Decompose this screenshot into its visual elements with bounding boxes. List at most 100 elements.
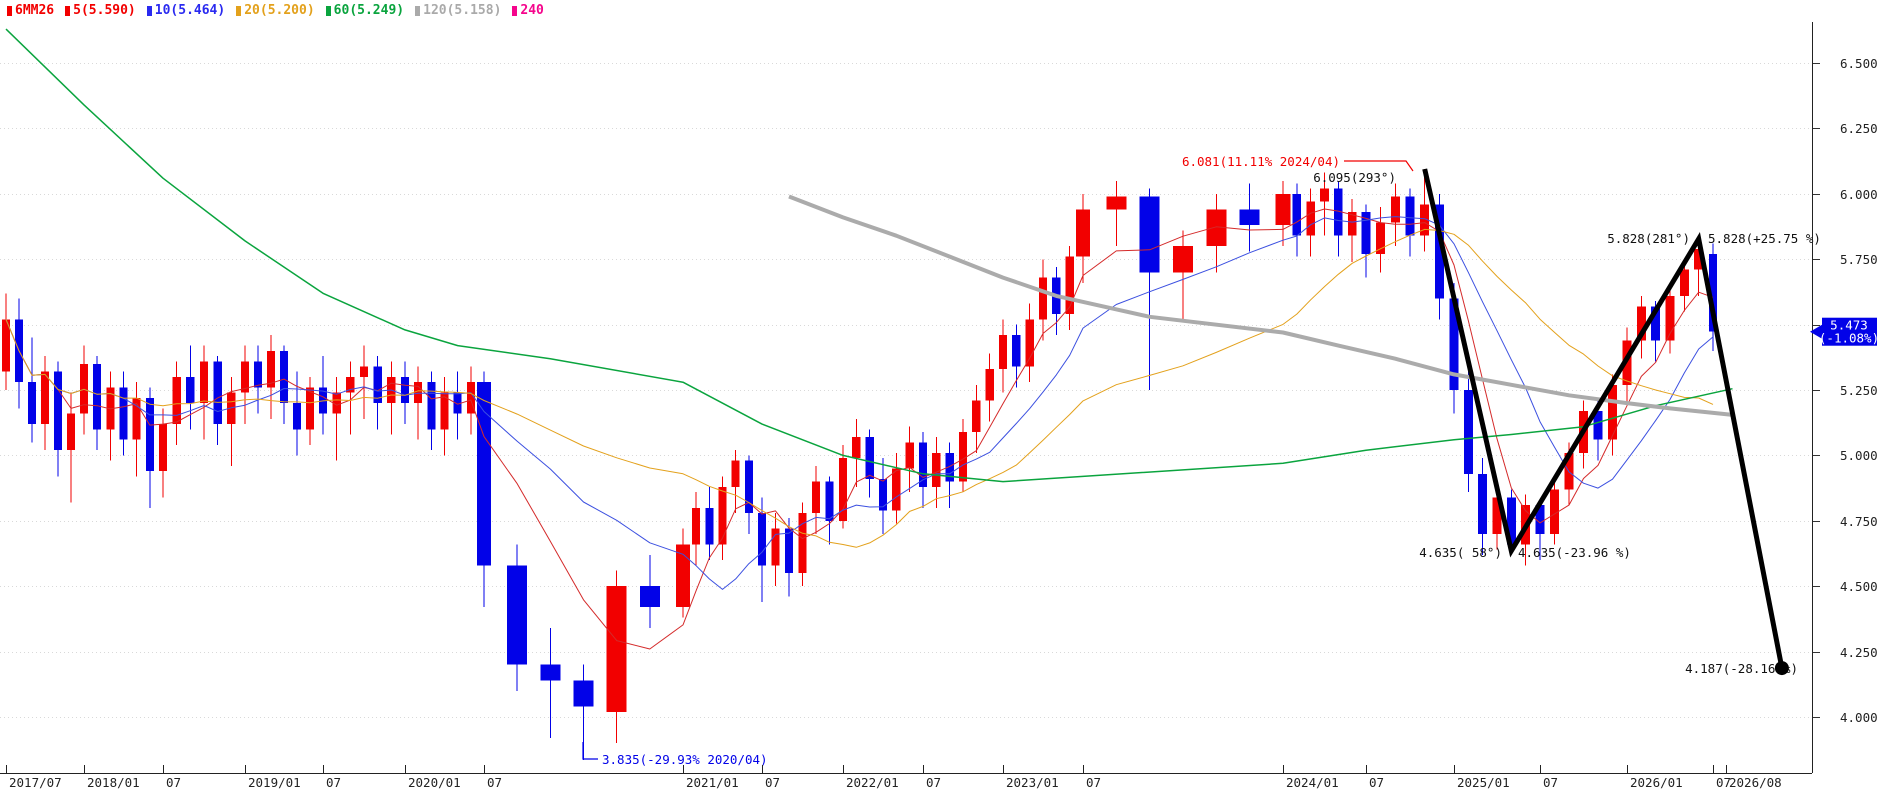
candle-body[interactable]: [199, 361, 209, 404]
candle-body[interactable]: [507, 565, 528, 665]
candle-body[interactable]: [1535, 505, 1545, 534]
candle-body[interactable]: [905, 442, 914, 469]
candle-body[interactable]: [93, 363, 102, 430]
candle-body[interactable]: [1320, 188, 1329, 202]
candle-body[interactable]: [771, 528, 780, 566]
candle-body[interactable]: [279, 350, 289, 404]
candle-body[interactable]: [675, 544, 691, 608]
candle-body[interactable]: [186, 376, 195, 404]
candle-body[interactable]: [573, 680, 594, 707]
candle-body[interactable]: [1492, 497, 1502, 534]
candle-body[interactable]: [132, 397, 141, 440]
candle-body[interactable]: [825, 481, 834, 521]
candle-body[interactable]: [972, 400, 981, 432]
candle-body[interactable]: [639, 586, 660, 608]
candle-body[interactable]: [400, 376, 410, 404]
candle-body[interactable]: [1012, 335, 1021, 367]
candle-body[interactable]: [453, 392, 462, 414]
candle-body[interactable]: [158, 424, 168, 472]
candle-body[interactable]: [1376, 222, 1386, 255]
candle-body[interactable]: [1239, 209, 1260, 226]
candle-body[interactable]: [119, 387, 128, 440]
candle-body[interactable]: [346, 376, 355, 393]
candle-body[interactable]: [757, 512, 767, 566]
candle-body[interactable]: [213, 361, 222, 425]
candle-body[interactable]: [1708, 254, 1718, 332]
candle-body[interactable]: [1206, 209, 1227, 247]
candle-body[interactable]: [66, 413, 76, 451]
candle-body[interactable]: [784, 528, 794, 574]
candle-body[interactable]: [359, 366, 369, 377]
candle-body[interactable]: [1390, 196, 1400, 223]
candle-body[interactable]: [1593, 410, 1603, 440]
candle-body[interactable]: [838, 458, 848, 521]
candle-body[interactable]: [1651, 306, 1661, 341]
candle-body[interactable]: [172, 376, 181, 425]
candle-body[interactable]: [373, 366, 382, 404]
candle-body[interactable]: [1106, 196, 1127, 210]
candle-body[interactable]: [892, 468, 901, 511]
candle-body[interactable]: [440, 392, 449, 430]
candle-body[interactable]: [1306, 201, 1315, 236]
candle-body[interactable]: [292, 403, 302, 430]
candle-body[interactable]: [1361, 212, 1371, 255]
candle-body[interactable]: [145, 397, 154, 472]
candle-body[interactable]: [1292, 193, 1302, 236]
candle-body[interactable]: [718, 486, 727, 545]
candle-body[interactable]: [40, 371, 50, 425]
candle-body[interactable]: [305, 387, 315, 430]
candle-body[interactable]: [1334, 188, 1343, 236]
candle-body[interactable]: [1463, 390, 1473, 474]
candle-body[interactable]: [414, 382, 423, 404]
candle-body[interactable]: [53, 371, 63, 451]
candle-body[interactable]: [1550, 489, 1559, 534]
candle-body[interactable]: [1065, 256, 1074, 315]
candle-body[interactable]: [227, 392, 236, 425]
candle-body[interactable]: [466, 382, 475, 414]
candle-body[interactable]: [1506, 497, 1516, 545]
candle-body[interactable]: [1, 319, 11, 372]
candle-body[interactable]: [240, 361, 250, 393]
candle-body[interactable]: [27, 382, 37, 425]
candle-body[interactable]: [1434, 204, 1444, 299]
candle-body[interactable]: [332, 392, 341, 414]
candle-body[interactable]: [540, 664, 561, 681]
candle-body[interactable]: [1679, 269, 1689, 296]
candle-body[interactable]: [945, 452, 954, 482]
candle-body[interactable]: [1694, 248, 1704, 270]
candle-body[interactable]: [606, 586, 627, 712]
candle-body[interactable]: [266, 350, 276, 388]
candle-body[interactable]: [1636, 306, 1646, 341]
candle-body[interactable]: [705, 507, 714, 545]
candle-body[interactable]: [79, 363, 89, 414]
candle-body[interactable]: [958, 431, 968, 482]
candle-body[interactable]: [1139, 196, 1160, 273]
candle-body[interactable]: [918, 442, 928, 487]
candle-body[interactable]: [1173, 246, 1193, 273]
candle-body[interactable]: [985, 369, 994, 401]
candle-body[interactable]: [1449, 298, 1459, 391]
candle-body[interactable]: [744, 460, 753, 513]
candle-body[interactable]: [1608, 384, 1617, 440]
candle-body[interactable]: [476, 382, 492, 566]
candle-body[interactable]: [1075, 209, 1091, 257]
candle-body[interactable]: [692, 507, 701, 545]
candle-body[interactable]: [1665, 295, 1675, 341]
candle-body[interactable]: [1405, 196, 1415, 236]
candle-body[interactable]: [878, 478, 888, 511]
candle-body[interactable]: [932, 452, 941, 487]
candle-body[interactable]: [253, 361, 263, 388]
candle-body[interactable]: [106, 387, 115, 430]
candle-body[interactable]: [1478, 473, 1488, 534]
candle-body[interactable]: [865, 437, 874, 479]
candle-body[interactable]: [731, 460, 740, 487]
candle-body[interactable]: [1420, 204, 1430, 236]
candle-body[interactable]: [1275, 193, 1291, 226]
candle-body[interactable]: [852, 437, 861, 459]
candle-body[interactable]: [1025, 319, 1034, 367]
candle-body[interactable]: [798, 512, 807, 574]
candle-body[interactable]: [1038, 277, 1048, 320]
candle-body[interactable]: [427, 382, 436, 430]
